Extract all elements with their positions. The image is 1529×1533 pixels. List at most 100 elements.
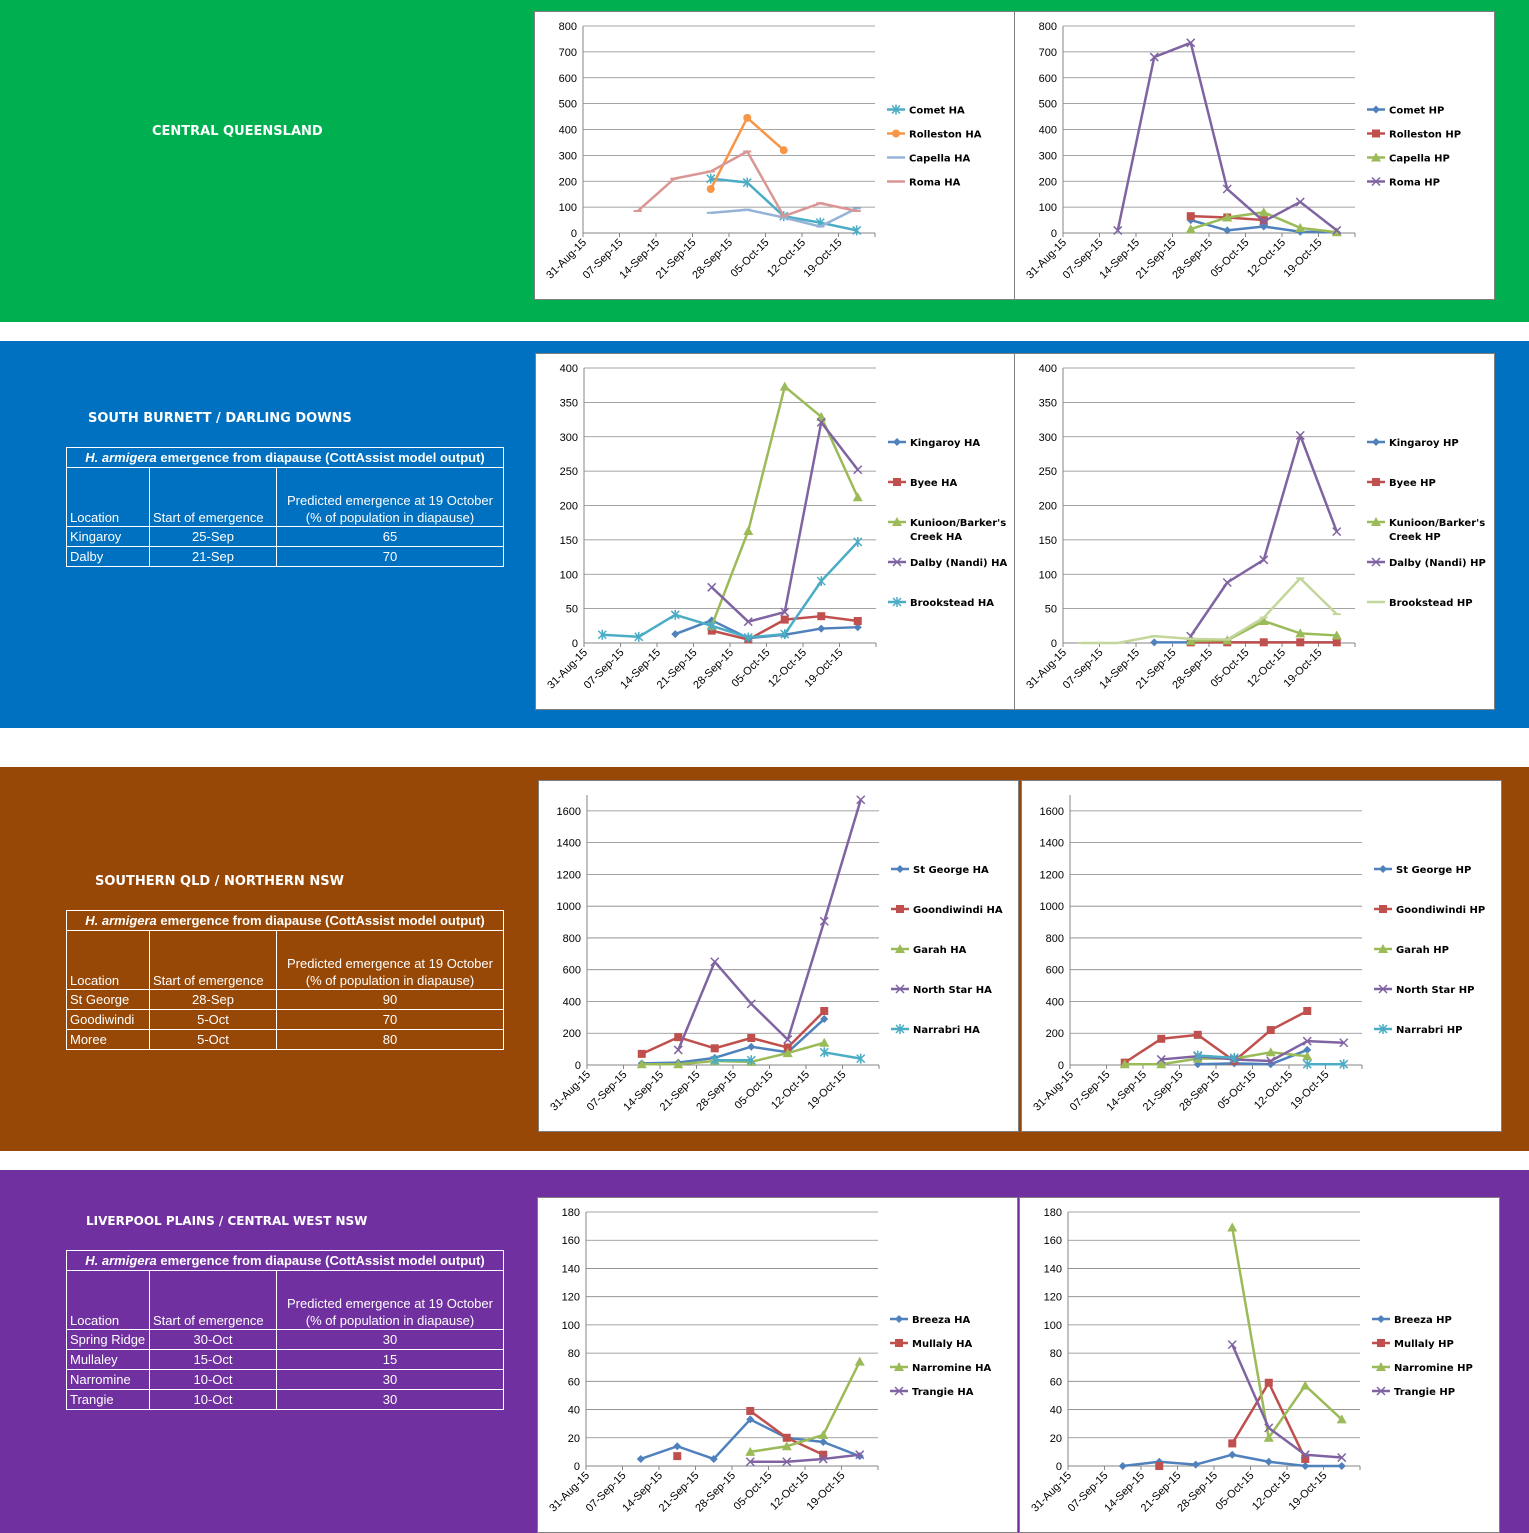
- table-cell: 30: [276, 1329, 504, 1350]
- data-point: [1157, 1034, 1166, 1043]
- data-point: [1339, 1038, 1349, 1048]
- chart-svg: 0200400600800100012001400160031-Aug-1507…: [548, 795, 1003, 1113]
- legend-entry: Goondiwindi HP: [1374, 905, 1485, 916]
- legend-marker: [1379, 905, 1387, 913]
- data-point: [1295, 197, 1305, 207]
- legend-label: Garah HP: [1396, 945, 1449, 956]
- data-point: [1339, 1059, 1349, 1070]
- band-title: SOUTH BURNETT / DARLING DOWNS: [88, 411, 352, 426]
- data-point: [747, 1042, 756, 1051]
- legend-label: Brookstead HA: [910, 598, 994, 609]
- legend-label: Kingaroy HP: [1389, 438, 1459, 449]
- chart-svg: 05010015020025030035040031-Aug-1507-Sep-…: [545, 363, 1007, 691]
- table-cell: 5-Oct: [149, 1029, 277, 1050]
- data-point: [1295, 628, 1306, 638]
- y-tick-label: 150: [560, 535, 578, 547]
- data-point: [1331, 630, 1342, 640]
- y-tick-label: 600: [563, 965, 581, 977]
- data-point: [852, 225, 862, 236]
- series-line: [1081, 577, 1338, 645]
- y-tick-label: 0: [574, 1461, 580, 1473]
- band-title: LIVERPOOL PLAINS / CENTRAL WEST NSW: [86, 1214, 368, 1228]
- legend-label: Garah HA: [913, 945, 967, 956]
- y-tick-label: 1400: [1040, 838, 1064, 850]
- data-point: [1265, 1047, 1276, 1057]
- legend-label: Dalby (Nandi) HA: [910, 558, 1007, 569]
- y-tick-label: 250: [1039, 466, 1057, 478]
- table-caption: H. armigera emergence from diapause (Cot…: [66, 910, 504, 931]
- y-tick-label: 160: [1044, 1235, 1062, 1247]
- y-tick-label: 1000: [1040, 901, 1064, 913]
- series-line: [641, 1010, 826, 1056]
- y-tick-label: 1000: [557, 901, 581, 913]
- data-point: [1149, 52, 1159, 62]
- data-point: [1296, 638, 1305, 647]
- data-point: [597, 629, 607, 640]
- caption-species: H. armigera: [85, 450, 157, 465]
- table-header: Location: [66, 467, 150, 527]
- x-tick-label: 12-Oct-15: [768, 1470, 811, 1513]
- y-tick-label: 200: [559, 176, 577, 188]
- legend-marker: [895, 1024, 905, 1034]
- series: [637, 1007, 829, 1058]
- y-tick-label: 350: [560, 397, 578, 409]
- y-tick-label: 60: [568, 1376, 580, 1388]
- legend-label: Kunioon/Barker's Creek HP: [1389, 518, 1485, 543]
- data-point: [1302, 1036, 1312, 1046]
- y-tick-label: 120: [562, 1292, 580, 1304]
- y-tick-label: 50: [566, 604, 578, 616]
- legend-entry: Narromine HA: [890, 1362, 991, 1374]
- series-line: [824, 1051, 861, 1060]
- data-point: [820, 1014, 829, 1023]
- data-point: [745, 1446, 756, 1456]
- data-point: [780, 615, 789, 624]
- data-point: [1119, 1059, 1130, 1069]
- data-point: [819, 916, 829, 926]
- table-cell: 30: [276, 1369, 504, 1390]
- legend-label: Breeza HA: [912, 1315, 971, 1326]
- y-tick-label: 50: [1045, 604, 1057, 616]
- y-tick-label: 400: [1046, 996, 1064, 1008]
- data-point: [1258, 207, 1269, 217]
- series: [706, 173, 862, 236]
- y-tick-label: 200: [560, 501, 578, 513]
- data-point: [671, 630, 680, 639]
- legend-label: Narromine HP: [1394, 1363, 1473, 1374]
- legend-entry: Mullaly HA: [890, 1339, 972, 1350]
- data-point: [780, 629, 790, 640]
- legend-label: North Star HP: [1396, 985, 1474, 996]
- data-point: [742, 177, 752, 188]
- data-point: [1113, 225, 1123, 235]
- y-tick-label: 0: [1058, 1060, 1064, 1072]
- x-tick-label: 05-Oct-15: [733, 1069, 776, 1112]
- y-tick-label: 800: [563, 933, 581, 945]
- data-point: [1185, 635, 1196, 645]
- x-tick-label: 19-Oct-15: [802, 237, 845, 280]
- legend-marker: [1378, 944, 1388, 953]
- y-tick-label: 150: [1039, 535, 1057, 547]
- legend-marker: [1379, 865, 1387, 873]
- legend-entry: Narrabri HP: [1374, 1024, 1462, 1036]
- series-line: [1161, 1039, 1344, 1063]
- legend-label: Capella HP: [1389, 154, 1450, 165]
- x-tick-label: 28-Sep-15: [1175, 1470, 1220, 1515]
- y-tick-label: 0: [572, 638, 578, 650]
- data-point: [1229, 1052, 1239, 1063]
- data-point: [1303, 1045, 1312, 1054]
- x-tick-label: 19-Oct-15: [1287, 1470, 1330, 1513]
- chart-sq-hp: 0 200 400 600 800 1000 1200 1400 1600 31-Aug-15 07…: [1021, 780, 1502, 1132]
- emergence-table: H. armigera emergence from diapause (Cot…: [66, 447, 504, 567]
- data-point: [1259, 555, 1269, 565]
- series-line: [1197, 1048, 1308, 1066]
- x-tick-label: 05-Oct-15: [1214, 1470, 1257, 1513]
- series-line: [1231, 1227, 1343, 1440]
- y-tick-label: 500: [1039, 99, 1057, 111]
- legend-label: Narrabri HP: [1396, 1025, 1462, 1036]
- data-point: [781, 1441, 792, 1451]
- data-point: [1332, 225, 1342, 235]
- legend-label: Mullaly HP: [1394, 1339, 1454, 1350]
- data-point: [1295, 430, 1305, 440]
- caption-text: emergence from diapause (CottAssist mode…: [156, 450, 485, 465]
- data-point: [1331, 227, 1342, 237]
- y-tick-label: 600: [559, 73, 577, 85]
